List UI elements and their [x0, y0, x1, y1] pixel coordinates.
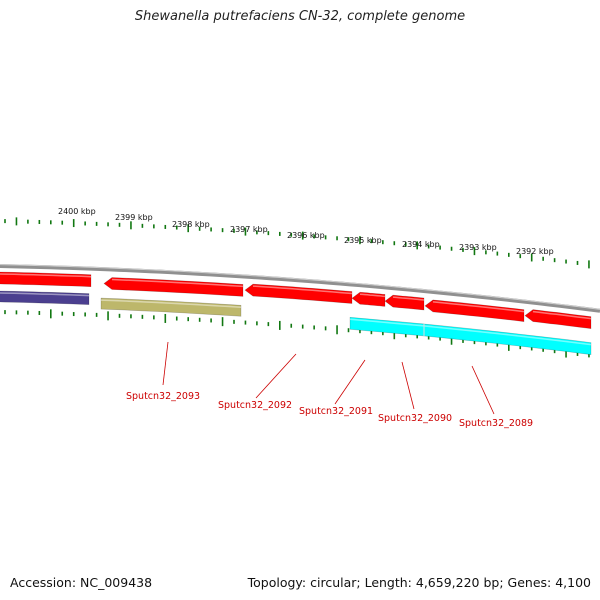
- reverse-gene-1-shine: [0, 292, 90, 297]
- gene-label: Sputcn32_2093: [126, 391, 200, 402]
- kbp-label: 2393 kbp: [459, 243, 497, 252]
- forward-gene-2-shape: [103, 277, 244, 297]
- backbone-track: [0, 264, 600, 313]
- forward-gene-1: [0, 271, 92, 288]
- gene-label: Sputcn32_2090: [378, 413, 452, 424]
- forward-gene-7: [524, 309, 592, 329]
- reverse-gene-3-shine: [349, 318, 592, 346]
- forward-gene-1-shine: [0, 273, 92, 278]
- gene-label-leaders: [162, 341, 495, 415]
- forward-gene-4: [351, 291, 386, 307]
- kbp-label: 2394 kbp: [402, 240, 440, 249]
- gene-labels: Sputcn32_2093 Sputcn32_2092 Sputcn32_2091 S…: [126, 391, 533, 429]
- reverse-gene-2: [100, 297, 242, 317]
- forward-gene-2: [103, 277, 244, 297]
- reverse-gene-3-shape: [349, 316, 592, 355]
- kbp-scale-labels: 2400 kbp 2399 kbp 2398 kbp 2397 kbp 2396 kbp…: [58, 207, 554, 256]
- forward-gene-2-shine: [111, 278, 244, 288]
- kbp-label: 2400 kbp: [58, 207, 96, 216]
- reverse-gene-2-shape: [100, 297, 242, 317]
- forward-gene-3: [244, 283, 353, 304]
- label-leader: [334, 359, 366, 405]
- reverse-gene-2-shine: [100, 299, 242, 309]
- kbp-label: 2392 kbp: [516, 247, 554, 256]
- topology-summary: Topology: circular; Length: 4,659,220 bp…: [247, 575, 591, 590]
- forward-gene-5: [384, 294, 425, 311]
- gene-track: [0, 271, 592, 355]
- label-leader: [255, 353, 297, 399]
- forward-gene-4-shine: [359, 293, 386, 298]
- gene-label: Sputcn32_2092: [218, 400, 292, 411]
- gene-label: Sputcn32_2089: [459, 418, 533, 429]
- reverse-gene-1-shape: [0, 290, 90, 305]
- forward-gene-3-shine: [252, 285, 353, 295]
- forward-gene-7-shape: [524, 309, 592, 329]
- reverse-gene-1: [0, 290, 90, 305]
- outer-tick-ring: [4, 217, 590, 269]
- forward-gene-5-shape: [384, 294, 425, 311]
- forward-gene-1-shape: [0, 271, 92, 288]
- forward-gene-6-shape: [424, 299, 525, 322]
- kbp-label: 2395 kbp: [344, 236, 382, 245]
- kbp-label: 2396 kbp: [287, 231, 325, 240]
- forward-gene-6-shine: [432, 301, 525, 313]
- kbp-label: 2397 kbp: [230, 225, 268, 234]
- gene-label: Sputcn32_2091: [299, 406, 373, 417]
- accession-text: Accession: NC_009438: [10, 575, 153, 590]
- kbp-label: 2399 kbp: [115, 213, 153, 222]
- forward-gene-6: [424, 299, 525, 322]
- label-leader: [401, 361, 415, 410]
- label-leader: [471, 365, 495, 415]
- forward-gene-4-shape: [351, 291, 386, 307]
- backbone-highlight: [0, 264, 600, 310]
- forward-gene-3-shape: [244, 283, 353, 304]
- genome-backbone: [0, 264, 600, 313]
- kbp-label: 2398 kbp: [172, 220, 210, 229]
- label-leader: [162, 341, 169, 386]
- forward-gene-7-shine: [532, 310, 592, 320]
- forward-gene-5-shine: [392, 296, 425, 301]
- map-title: Shewanella putrefaciens CN-32, complete …: [134, 9, 466, 24]
- reverse-gene-3: [349, 316, 592, 355]
